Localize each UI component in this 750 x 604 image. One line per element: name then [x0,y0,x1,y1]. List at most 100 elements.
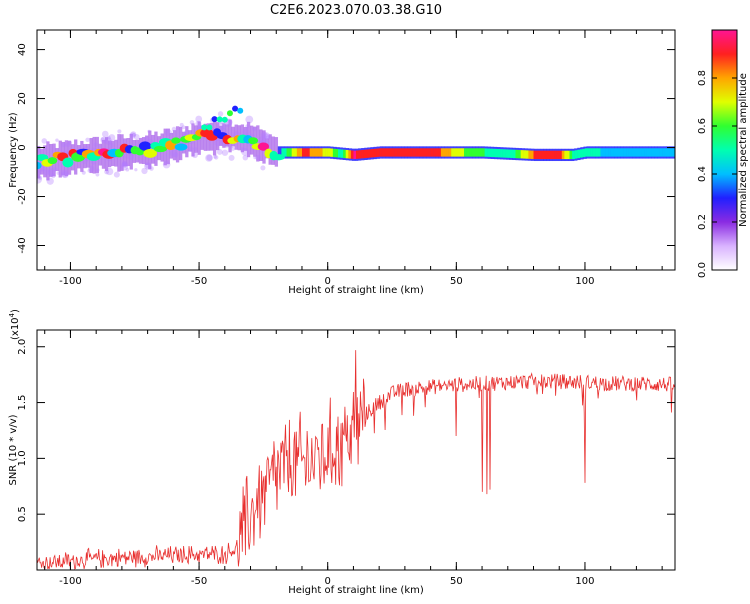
heatmap-cell [466,148,470,157]
heatmap-speck [100,136,108,144]
heatmap-cell [492,148,496,158]
heatmap-speck [104,137,112,145]
spectrogram-xtick-label: -100 [59,276,82,287]
heatmap-cell [363,149,367,159]
heatmap-speck [260,165,266,171]
heatmap-cell [386,148,390,157]
bottom-xaxis-label: Height of straight line (km) [288,585,424,596]
top-yaxis-label: Frequency (Hz) [8,112,19,188]
snr-ytick-label: 0.5 [17,506,28,522]
heatmap-cell [649,148,653,157]
heatmap-cell [440,148,444,157]
heatmap-blob [143,148,158,158]
heatmap-speck [192,152,198,159]
heatmap-speck [245,115,254,124]
top-xaxis-label: Height of straight line (km) [288,285,424,296]
heatmap-speck [195,115,203,123]
spectrogram-frame [36,29,676,271]
heatmap-speck [88,165,95,172]
heatmap-cell [631,148,635,157]
heatmap-cell [345,150,349,159]
heatmap-cell [358,150,362,159]
heatmap-cell [271,136,275,165]
heatmap-cell [461,148,465,157]
heatmap-speck [189,120,195,125]
heatmap-cell [608,148,611,157]
heatmap-speck [105,167,114,176]
heatmap-cell [651,148,655,157]
heatmap-speck [56,171,61,175]
heatmap-speck [122,161,128,167]
heatmap-cell [662,148,665,157]
heatmap-cell [500,149,503,158]
heatmap-speck [37,175,42,184]
heatmap-speck [245,124,250,129]
heatmap-speck [253,156,257,160]
heatmap-cell [623,148,627,157]
bottom-yaxis-label: SNR (10 * v/v) [8,414,19,485]
heatmap-speck [85,137,90,143]
heatmap-cell [590,148,593,157]
heatmap-cell [361,150,364,159]
snr-xtick-label: 100 [575,576,594,587]
figure-title: C2E6.2023.070.03.38.G10 [270,3,442,18]
heatmap-speck [122,155,126,160]
heatmap-cell [561,150,565,160]
heatmap-cell [669,148,673,157]
heatmap-cell [664,148,668,157]
heatmap-speck [242,128,250,136]
heatmap-cell [453,148,457,157]
heatmap-cell [407,148,411,157]
heatmap-speck [117,129,122,134]
heatmap-cell [55,148,59,172]
heatmap-cell [543,150,547,160]
heatmap-cell [281,148,285,157]
heatmap-cell [538,150,542,160]
heatmap-speck [41,138,48,144]
heatmap-cell [600,148,604,157]
heatmap-cell [487,148,491,157]
heatmap-cell [646,148,650,157]
heatmap-cell [399,148,403,157]
heatmap-speck [240,147,244,151]
heatmap-speck [87,169,91,173]
heatmap-cell [556,150,560,160]
heatmap-cell [422,148,426,157]
heatmap-speck [61,142,67,148]
svg-text:(x104): (x104) [8,309,21,340]
heatmap-cell [410,148,413,157]
heatmap-speck [37,148,41,154]
heatmap-cell [371,149,375,158]
heatmap-cell [494,148,498,158]
heatmap-cell [312,148,316,157]
heatmap-blob [206,124,213,131]
heatmap-cell [554,150,557,160]
heatmap-cell [299,148,303,157]
spectrogram-heatmap [37,105,675,185]
heatmap-cell [505,149,509,158]
heatmap-blob [216,116,223,123]
heatmap-cell [353,150,357,160]
heatmap-cell [394,148,398,157]
heatmap-speck [259,136,265,142]
heatmap-cell [309,148,313,157]
heatmap-cell [541,150,545,160]
heatmap-speck [129,132,136,139]
heatmap-blob [257,142,269,151]
heatmap-cell [471,148,475,157]
heatmap-cell [417,148,421,157]
heatmap-cell [322,148,326,157]
heatmap-speck [230,144,234,149]
snr-xtick-label: 50 [450,576,463,587]
heatmap-cell [446,148,449,157]
heatmap-cell [613,148,617,157]
heatmap-cell [317,148,321,157]
spectrogram-ytick-label: 0 [17,144,28,150]
heatmap-cell [289,148,292,157]
heatmap-cell [301,148,305,157]
colorbar-tick-label: 0.6 [697,118,708,134]
spectrogram-ytick-label: 20 [17,92,28,105]
heatmap-speck [40,167,46,172]
colorbar-tick-label: 0.2 [697,214,708,230]
heatmap-cell [425,148,429,157]
